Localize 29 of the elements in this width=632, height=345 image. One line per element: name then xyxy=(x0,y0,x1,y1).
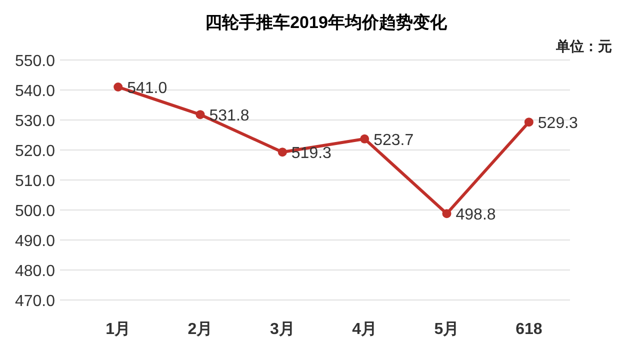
x-tick-label: 5月 xyxy=(434,321,460,338)
y-tick-label: 550.0 xyxy=(14,53,56,70)
data-label: 529.3 xyxy=(538,115,578,132)
y-tick-label: 530.0 xyxy=(14,113,56,130)
point xyxy=(442,209,452,218)
y-tick-label: 510.0 xyxy=(14,173,56,190)
point xyxy=(524,118,534,127)
y-tick-label: 500.0 xyxy=(14,203,56,220)
x-tick-label: 1月 xyxy=(106,321,131,338)
x-tick-label: 4月 xyxy=(352,321,378,338)
x-tick-label: 618 xyxy=(516,321,542,338)
y-tick-label: 470.0 xyxy=(14,293,56,310)
x-tick-label: 2月 xyxy=(188,321,213,338)
chart-title: 四轮手推车2019年均价趋势变化 xyxy=(205,13,448,32)
point xyxy=(114,82,123,92)
point xyxy=(360,134,370,144)
y-tick-label: 480.0 xyxy=(14,263,56,280)
data-label: 523.7 xyxy=(374,132,414,149)
y-tick-label: 540.0 xyxy=(14,83,56,100)
data-label: 519.3 xyxy=(291,145,332,162)
point xyxy=(278,148,287,157)
text: 单位：元 xyxy=(555,38,612,54)
data-label: 531.8 xyxy=(209,108,250,125)
y-tick-label: 490.0 xyxy=(14,233,56,250)
data-label: 541.0 xyxy=(127,80,168,97)
x-tick-label: 3月 xyxy=(270,321,295,338)
data-label: 498.8 xyxy=(456,206,496,224)
y-tick-label: 520.0 xyxy=(14,143,56,160)
point xyxy=(196,110,205,120)
